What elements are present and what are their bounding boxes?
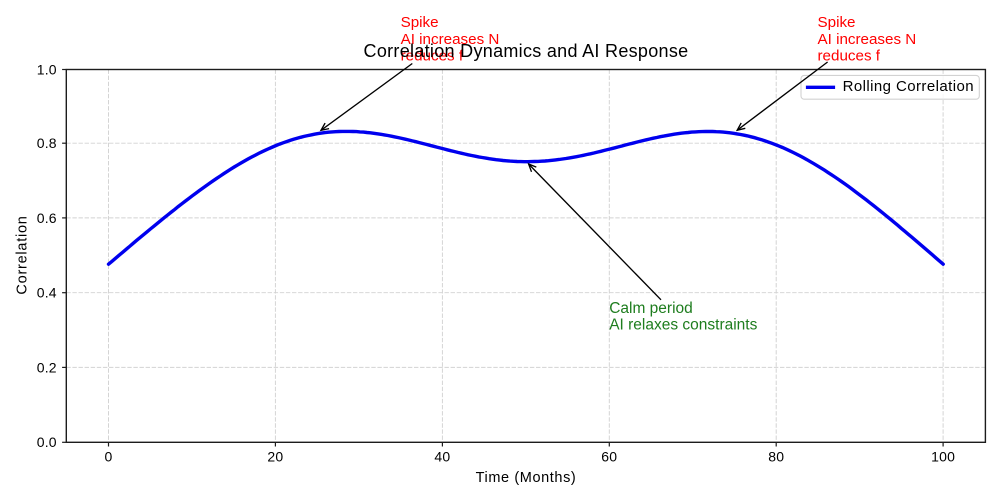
svg-text:AI increases N: AI increases N <box>818 31 917 48</box>
svg-text:Correlation Dynamics and AI Re: Correlation Dynamics and AI Response <box>364 41 689 61</box>
svg-text:0.8: 0.8 <box>37 135 57 151</box>
svg-text:60: 60 <box>601 448 617 464</box>
svg-text:100: 100 <box>931 448 955 464</box>
svg-text:20: 20 <box>267 448 283 464</box>
svg-text:0.2: 0.2 <box>37 359 57 375</box>
svg-text:Time (Months): Time (Months) <box>476 470 577 486</box>
svg-text:Correlation: Correlation <box>15 215 31 294</box>
svg-text:Calm period: Calm period <box>609 300 693 317</box>
svg-text:reduces f: reduces f <box>401 48 464 65</box>
svg-text:80: 80 <box>768 448 784 464</box>
svg-text:Spike: Spike <box>818 14 856 31</box>
svg-text:0.0: 0.0 <box>37 434 57 450</box>
svg-text:Spike: Spike <box>401 14 439 31</box>
svg-text:Rolling Correlation: Rolling Correlation <box>843 78 974 95</box>
svg-text:0: 0 <box>105 448 113 464</box>
svg-text:0.6: 0.6 <box>37 210 57 226</box>
svg-text:40: 40 <box>434 448 450 464</box>
svg-text:AI increases N: AI increases N <box>401 31 500 48</box>
svg-text:1.0: 1.0 <box>37 61 57 77</box>
svg-text:AI relaxes constraints: AI relaxes constraints <box>609 317 757 334</box>
svg-text:0.4: 0.4 <box>37 285 57 301</box>
svg-text:reduces f: reduces f <box>818 48 881 65</box>
